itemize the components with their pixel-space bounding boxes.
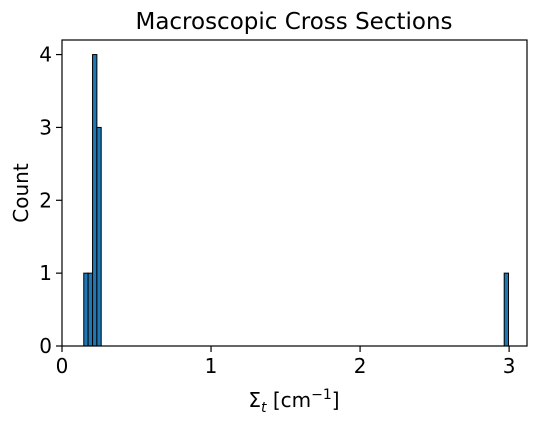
x-axis-ticks: 0 1 2 3 (56, 346, 516, 378)
y-tick-label-4: 4 (39, 43, 52, 67)
y-tick-label-3: 3 (39, 115, 52, 139)
x-tick-label-0: 0 (56, 354, 69, 378)
x-axis-label-subscript: t (261, 400, 267, 416)
histogram-bar-0 (83, 272, 89, 347)
x-axis-label-symbol: Σ (248, 388, 261, 412)
x-axis-label-close: ] (332, 388, 340, 412)
x-tick-label-1: 1 (205, 354, 218, 378)
x-tick-label-3: 3 (503, 354, 516, 378)
y-tick-label-0: 0 (39, 334, 52, 358)
x-axis-label-superscript: −1 (311, 387, 332, 403)
x-tick-label-2: 2 (354, 354, 367, 378)
y-tick-label-2: 2 (39, 188, 52, 212)
histogram-bar-3 (96, 126, 102, 347)
y-axis-ticks: 0 1 2 3 4 (39, 43, 62, 358)
bars-group (83, 54, 510, 347)
chart-title: Macroscopic Cross Sections (135, 9, 452, 35)
histogram-bar-1 (87, 272, 94, 347)
plot-frame (61, 39, 528, 347)
x-axis-label-unit: [cm (267, 388, 312, 412)
y-axis-label: Count (9, 163, 33, 223)
x-axis-label: Σt [cm−1] (248, 387, 339, 416)
histogram-bar-2 (92, 54, 98, 347)
y-tick-label-1: 1 (39, 261, 52, 285)
histogram-bar-4 (503, 272, 510, 347)
